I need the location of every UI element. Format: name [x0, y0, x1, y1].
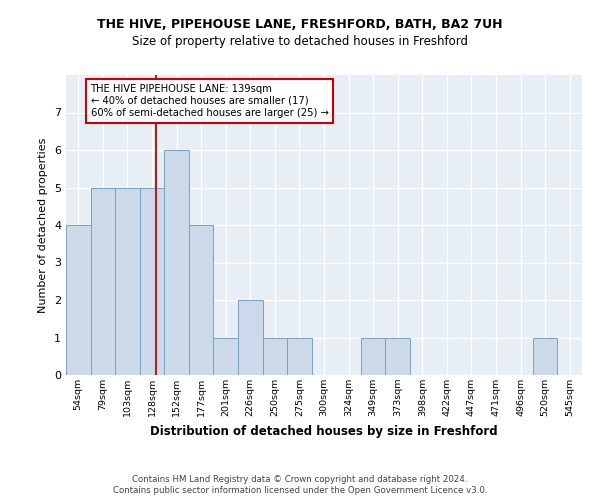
Text: Contains public sector information licensed under the Open Government Licence v3: Contains public sector information licen… [113, 486, 487, 495]
Bar [214, 338, 238, 375]
Bar [263, 338, 287, 375]
Text: Size of property relative to detached houses in Freshford: Size of property relative to detached ho… [132, 35, 468, 48]
Y-axis label: Number of detached properties: Number of detached properties [38, 138, 49, 312]
Bar [91, 188, 115, 375]
X-axis label: Distribution of detached houses by size in Freshford: Distribution of detached houses by size … [150, 424, 498, 438]
Bar [361, 338, 385, 375]
Bar [115, 188, 140, 375]
Bar [238, 300, 263, 375]
Bar [189, 225, 214, 375]
Bar [287, 338, 312, 375]
Bar [385, 338, 410, 375]
Bar [164, 150, 189, 375]
Text: Contains HM Land Registry data © Crown copyright and database right 2024.: Contains HM Land Registry data © Crown c… [132, 475, 468, 484]
Bar [66, 225, 91, 375]
Text: THE HIVE, PIPEHOUSE LANE, FRESHFORD, BATH, BA2 7UH: THE HIVE, PIPEHOUSE LANE, FRESHFORD, BAT… [97, 18, 503, 30]
Bar [533, 338, 557, 375]
Text: THE HIVE PIPEHOUSE LANE: 139sqm
← 40% of detached houses are smaller (17)
60% of: THE HIVE PIPEHOUSE LANE: 139sqm ← 40% of… [91, 84, 328, 117]
Bar [140, 188, 164, 375]
